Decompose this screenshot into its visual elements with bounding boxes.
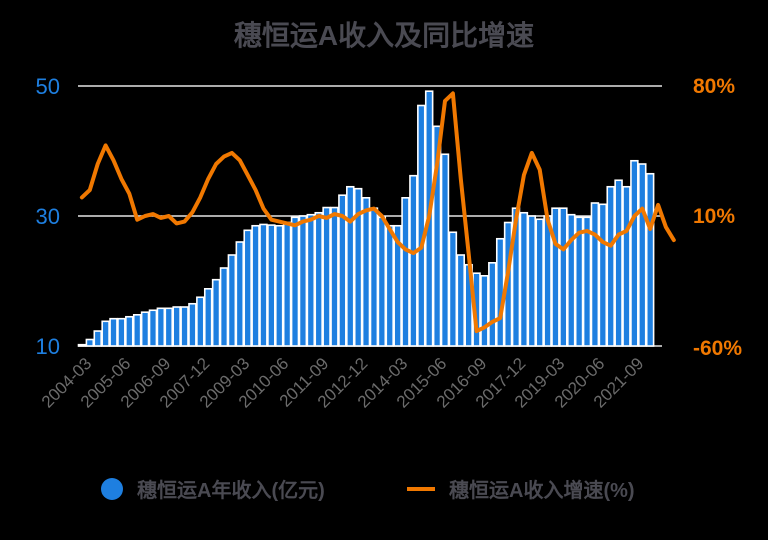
- revenue-bar[interactable]: [622, 185, 631, 347]
- revenue-bar[interactable]: [361, 197, 371, 347]
- revenue-bar[interactable]: [417, 104, 426, 347]
- revenue-bar[interactable]: [346, 185, 355, 347]
- revenue-bar[interactable]: [298, 215, 308, 347]
- legend-label-growth: 穗恒运A收入增速(%): [449, 480, 635, 502]
- revenue-bar[interactable]: [196, 296, 205, 347]
- revenue-bar[interactable]: [243, 229, 252, 347]
- revenue-bar[interactable]: [251, 224, 260, 347]
- revenue-bar[interactable]: [306, 213, 316, 347]
- legend-item-growth[interactable]: 穗恒运A收入增速(%): [407, 474, 635, 503]
- revenue-bar[interactable]: [274, 224, 284, 347]
- revenue-bar[interactable]: [440, 153, 450, 347]
- revenue-bar[interactable]: [630, 159, 639, 347]
- revenue-bar[interactable]: [559, 207, 568, 347]
- revenue-bar[interactable]: [488, 261, 497, 347]
- revenue-bar[interactable]: [480, 274, 489, 347]
- revenue-bar[interactable]: [409, 174, 418, 347]
- revenue-bar[interactable]: [211, 278, 221, 347]
- left-axis-tick-10: 10: [35, 334, 60, 359]
- revenue-bar[interactable]: [566, 213, 576, 347]
- revenue-bar[interactable]: [432, 125, 442, 347]
- revenue-bar[interactable]: [448, 231, 458, 347]
- revenue-bar[interactable]: [85, 338, 95, 347]
- right-axis-tick-80: 80%: [693, 75, 736, 98]
- revenue-bar[interactable]: [235, 241, 245, 347]
- revenue-bar[interactable]: [188, 302, 197, 347]
- revenue-bar[interactable]: [456, 254, 466, 347]
- revenue-bar[interactable]: [401, 197, 410, 347]
- revenue-bar[interactable]: [77, 343, 87, 347]
- revenue-bar[interactable]: [353, 187, 363, 347]
- revenue-bar[interactable]: [322, 206, 331, 347]
- revenue-bar[interactable]: [385, 224, 394, 347]
- revenue-bar[interactable]: [393, 224, 402, 347]
- revenue-bar[interactable]: [290, 216, 300, 347]
- legend-line-marker-icon: [407, 486, 435, 491]
- revenue-bar[interactable]: [582, 216, 592, 347]
- legend-item-revenue[interactable]: 穗恒运A年收入(亿元): [101, 474, 325, 503]
- revenue-bar[interactable]: [109, 317, 118, 347]
- left-axis-tick-50: 50: [35, 74, 60, 99]
- revenue-bar[interactable]: [148, 309, 158, 347]
- revenue-bar[interactable]: [259, 223, 268, 347]
- revenue-bar[interactable]: [511, 207, 521, 347]
- right-axis-tick-10: 10%: [693, 205, 736, 228]
- revenue-bar[interactable]: [377, 216, 387, 347]
- revenue-bar[interactable]: [527, 215, 537, 347]
- revenue-bar[interactable]: [330, 206, 339, 347]
- legend-bar-marker-icon: [101, 477, 123, 500]
- revenue-bar[interactable]: [535, 218, 544, 347]
- revenue-bar[interactable]: [645, 172, 655, 347]
- revenue-bar[interactable]: [219, 267, 229, 347]
- revenue-bar[interactable]: [125, 315, 134, 347]
- revenue-bar[interactable]: [267, 224, 276, 347]
- revenue-bar[interactable]: [606, 185, 615, 347]
- growth-line[interactable]: [79, 91, 676, 334]
- revenue-bar[interactable]: [101, 320, 110, 347]
- revenue-bar[interactable]: [369, 207, 379, 347]
- revenue-bar[interactable]: [543, 215, 552, 347]
- legend: 穗恒运A年收入(亿元) 穗恒运A收入增速(%): [0, 474, 768, 504]
- chart-title: 穗恒运A收入及同比增速: [233, 20, 535, 51]
- revenue-bar[interactable]: [93, 330, 102, 347]
- legend-label-revenue: 穗恒运A年收入(亿元): [137, 480, 325, 502]
- revenue-bar[interactable]: [574, 216, 584, 347]
- revenue-bar[interactable]: [172, 306, 181, 347]
- revenue-bar[interactable]: [203, 287, 213, 347]
- revenue-bar[interactable]: [180, 306, 189, 347]
- revenue-bar[interactable]: [638, 163, 647, 347]
- revenue-bar[interactable]: [164, 307, 174, 347]
- right-axis-tick-minus60: -60%: [693, 337, 743, 360]
- revenue-bar[interactable]: [598, 203, 608, 347]
- revenue-bar[interactable]: [156, 307, 166, 347]
- revenue-bar[interactable]: [227, 254, 237, 347]
- revenue-bar[interactable]: [117, 317, 126, 347]
- revenue-bar[interactable]: [519, 211, 529, 347]
- revenue-bar[interactable]: [314, 211, 323, 347]
- revenue-bar[interactable]: [614, 179, 623, 347]
- revenue-bar[interactable]: [140, 311, 150, 347]
- revenue-bar[interactable]: [590, 202, 600, 347]
- left-axis-tick-30: 30: [35, 204, 60, 229]
- revenue-bar[interactable]: [132, 313, 142, 347]
- revenue-bar[interactable]: [338, 194, 347, 347]
- revenue-bar[interactable]: [282, 221, 292, 347]
- revenue-bar[interactable]: [551, 207, 560, 347]
